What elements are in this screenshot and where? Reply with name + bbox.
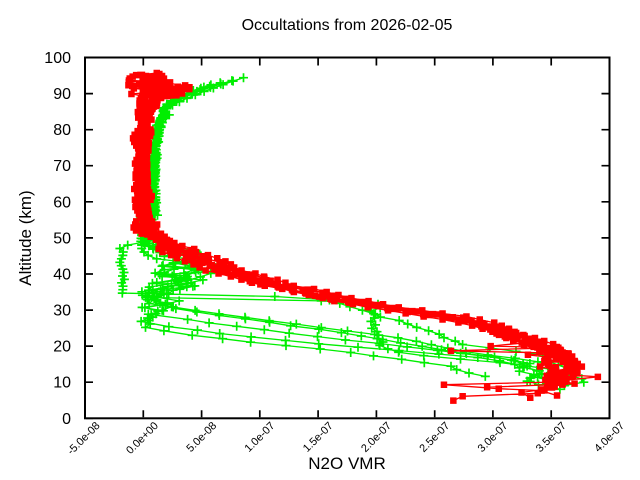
svg-text:60: 60	[53, 194, 71, 211]
svg-text:30: 30	[53, 303, 71, 320]
svg-text:10: 10	[53, 375, 71, 392]
svg-text:70: 70	[53, 158, 71, 175]
svg-text:100: 100	[44, 50, 71, 67]
svg-text:50: 50	[53, 230, 71, 247]
svg-text:90: 90	[53, 86, 71, 103]
svg-text:20: 20	[53, 339, 71, 356]
svg-text:0: 0	[62, 411, 71, 428]
svg-text:40: 40	[53, 267, 71, 284]
svg-text:Occultations from 2026-02-05: Occultations from 2026-02-05	[242, 17, 453, 34]
svg-text:80: 80	[53, 122, 71, 139]
svg-text:N2O VMR: N2O VMR	[308, 454, 385, 473]
svg-text:Altitude (km): Altitude (km)	[16, 190, 35, 285]
